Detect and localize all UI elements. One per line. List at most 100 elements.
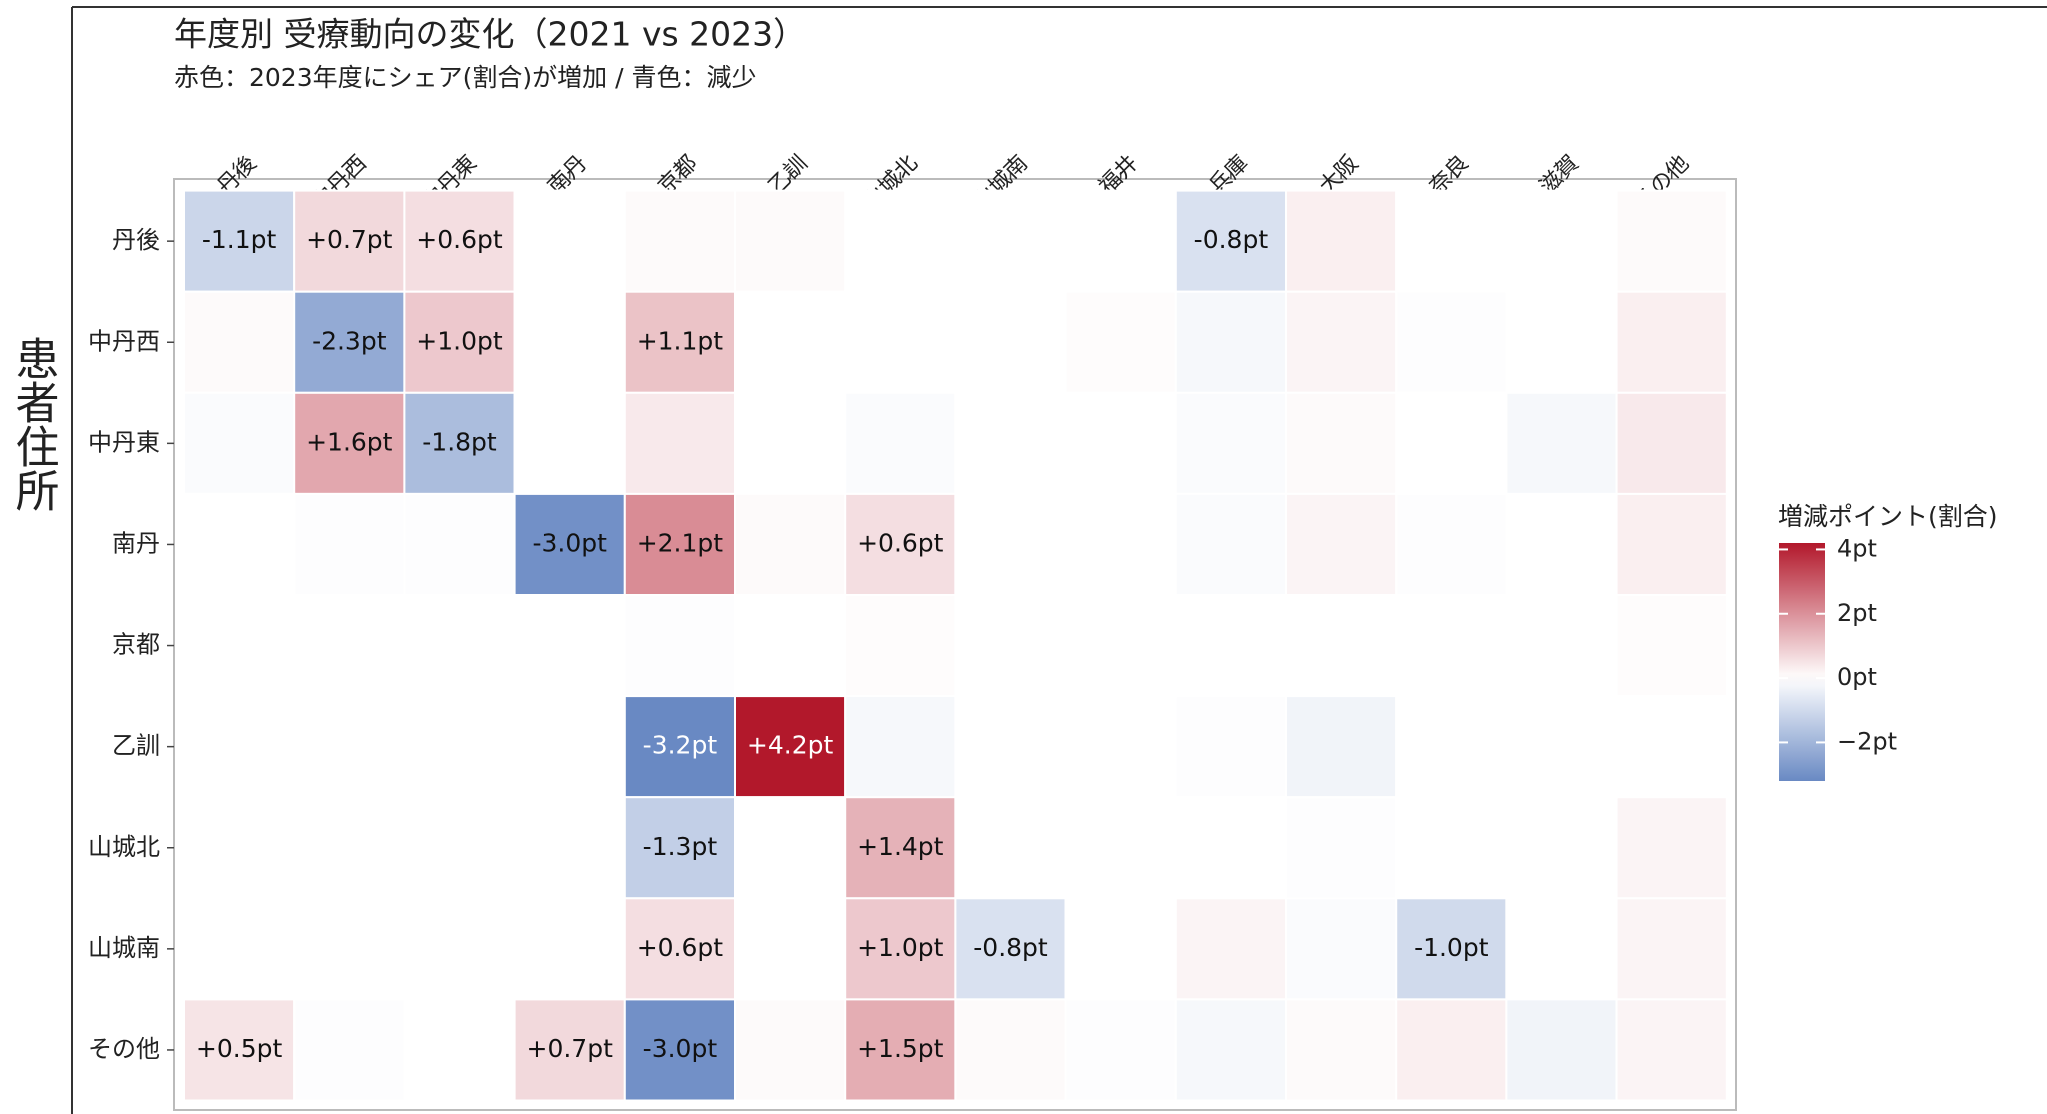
cell <box>403 594 516 698</box>
cell <box>954 391 1067 495</box>
cell <box>513 897 626 1001</box>
cell <box>954 189 1067 293</box>
cell <box>183 897 296 1001</box>
cell <box>513 492 626 596</box>
data-label: -1.1pt <box>202 225 277 254</box>
cell <box>513 594 626 698</box>
cell <box>1174 897 1288 1001</box>
y-tick-label: 南丹 <box>112 529 160 557</box>
cell <box>1505 897 1618 1001</box>
cell <box>734 796 847 900</box>
cell <box>1174 492 1288 596</box>
data-label: +0.7pt <box>527 1034 614 1063</box>
cell <box>954 695 1067 799</box>
cell <box>1615 290 1728 394</box>
y-tick-label: 中丹西 <box>88 327 160 355</box>
data-label: -1.8pt <box>422 427 497 456</box>
data-label: +0.6pt <box>416 225 503 254</box>
cell <box>1395 594 1508 698</box>
y-tick-label: その他 <box>88 1035 160 1063</box>
cell <box>1395 998 1508 1102</box>
cell <box>183 290 296 394</box>
cell <box>1505 695 1618 799</box>
cell <box>1064 290 1177 394</box>
cell <box>623 391 736 495</box>
cell <box>734 391 847 495</box>
y-tick-label: 丹後 <box>112 226 160 254</box>
cell <box>183 492 296 596</box>
cell <box>734 290 847 394</box>
cell <box>513 189 626 293</box>
cell <box>1064 998 1177 1102</box>
cell <box>1615 594 1728 698</box>
cell <box>513 290 626 394</box>
cell <box>183 695 296 799</box>
cell <box>1064 594 1177 698</box>
cell <box>1285 695 1398 799</box>
cell <box>844 391 957 495</box>
data-label: -1.0pt <box>1414 933 1489 962</box>
cell <box>844 594 957 698</box>
y-tick-label: 山城北 <box>88 833 160 861</box>
cell <box>1174 594 1288 698</box>
cell <box>513 695 626 799</box>
cell <box>403 897 516 1001</box>
cell <box>1505 189 1618 293</box>
cell <box>1174 998 1288 1102</box>
data-label: -0.8pt <box>1194 225 1269 254</box>
cell <box>1615 189 1728 293</box>
cell <box>623 189 736 293</box>
cell <box>513 998 626 1102</box>
cell <box>293 998 406 1102</box>
data-label: +1.1pt <box>637 326 724 355</box>
data-label: +0.5pt <box>196 1034 283 1063</box>
cell <box>403 290 516 394</box>
colorbar-tick-label: −2pt <box>1837 727 1897 755</box>
cell <box>844 290 957 394</box>
cell <box>1615 796 1728 900</box>
cell <box>1505 492 1618 596</box>
cell <box>513 391 626 495</box>
data-label: +2.1pt <box>637 528 724 557</box>
cell <box>954 796 1067 900</box>
cell <box>1395 290 1508 394</box>
cell <box>623 796 736 900</box>
cell <box>1395 391 1508 495</box>
cell <box>844 695 957 799</box>
legend-title: 増減ポイント(割合) <box>1778 502 1998 531</box>
cell <box>623 594 736 698</box>
chart-title: 年度別 受療動向の変化（2021 vs 2023） <box>174 15 806 54</box>
cell <box>1615 998 1728 1102</box>
cell <box>293 594 406 698</box>
cell <box>1505 998 1618 1102</box>
cell <box>293 290 406 394</box>
cell <box>403 998 516 1102</box>
cell <box>1615 897 1728 1001</box>
y-axis-title: 患者住所 <box>8 336 59 512</box>
data-label: -3.2pt <box>643 731 718 760</box>
cell <box>844 189 957 293</box>
colorbar-tick-label: 4pt <box>1837 534 1877 562</box>
cell <box>1174 695 1288 799</box>
cell <box>1395 695 1508 799</box>
cell <box>403 492 516 596</box>
cell <box>1285 189 1398 293</box>
colorbar-tick-label: 0pt <box>1837 663 1877 691</box>
cell <box>1174 391 1288 495</box>
data-label: +1.5pt <box>857 1034 944 1063</box>
data-label: +1.4pt <box>857 832 944 861</box>
data-label: -3.0pt <box>532 528 607 557</box>
cell <box>954 998 1067 1102</box>
cell <box>1285 492 1398 596</box>
chart-subtitle: 赤色：2023年度にシェア(割合)が増加 / 青色：減少 <box>174 63 756 92</box>
cell <box>1285 290 1398 394</box>
colorbar-tick-label: 2pt <box>1837 599 1877 627</box>
data-label: +1.0pt <box>857 933 944 962</box>
cell <box>1395 189 1508 293</box>
data-label: +4.2pt <box>747 731 834 760</box>
cell <box>734 998 847 1102</box>
cell <box>1174 290 1288 394</box>
cell <box>734 695 847 799</box>
cell <box>1174 796 1288 900</box>
